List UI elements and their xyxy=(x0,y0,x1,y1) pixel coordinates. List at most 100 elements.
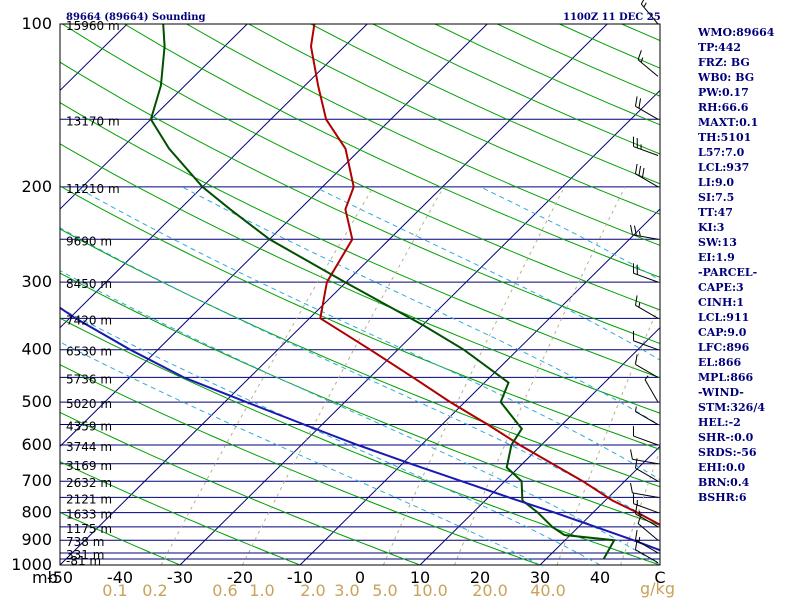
sounding-index-entry: FRZ: BG xyxy=(698,56,750,69)
mixing-ratio-line xyxy=(454,186,626,565)
moist-adiabat-line xyxy=(181,186,660,426)
height-label: 1633 m xyxy=(66,508,112,522)
height-label: 9690 m xyxy=(66,234,112,248)
mixing-ratio-tick-label: 2.0 xyxy=(300,581,325,600)
pressure-tick-label: 400 xyxy=(21,340,52,359)
pressure-tick-label: 200 xyxy=(21,177,52,196)
mixing-ratio-tick-label: 0.2 xyxy=(142,581,167,600)
height-label: 331 m xyxy=(66,548,104,562)
mixing-ratio-tick-label: 5.0 xyxy=(372,581,397,600)
pressure-tick-label: 1000 xyxy=(11,555,52,574)
height-label: 1175 m xyxy=(66,522,112,536)
temperature-tick-label: 10 xyxy=(410,568,430,587)
mixing-ratio-line xyxy=(382,186,565,565)
height-label: 3169 m xyxy=(66,459,112,473)
pressure-tick-label: 600 xyxy=(21,435,52,454)
height-label: 8450 m xyxy=(66,277,112,291)
moist-adiabat-line xyxy=(60,227,660,526)
parcel-profile xyxy=(60,306,660,552)
sounding-index-entry: -WIND- xyxy=(698,386,744,399)
wind-barb xyxy=(632,263,659,283)
isotherm-line xyxy=(60,24,488,448)
sounding-index-entry: MAXT:0.1 xyxy=(698,116,758,129)
height-label: 13170 m xyxy=(66,114,120,128)
wind-barb xyxy=(634,406,659,425)
height-label: 3744 m xyxy=(66,440,112,454)
wind-barb xyxy=(634,529,659,554)
height-label: -81 m xyxy=(66,554,101,568)
mixing-ratio-line xyxy=(242,186,445,565)
mixing-ratio-tick-label: 3.0 xyxy=(334,581,359,600)
sounding-index-entry: CAPE:3 xyxy=(698,281,744,294)
dry-adiabat-line xyxy=(60,272,660,526)
wind-barb xyxy=(630,224,659,240)
pressure-tick-label: 500 xyxy=(21,392,52,411)
sounding-index-entry: STM:326/4 xyxy=(698,401,765,414)
dry-adiabat-line xyxy=(60,511,181,565)
sounding-index-entry: RH:66.6 xyxy=(698,101,749,114)
moist-adiabat-line xyxy=(60,341,541,565)
dry-adiabat-line xyxy=(60,185,660,450)
wind-barb xyxy=(634,96,659,120)
sounding-index-entry: EHI:0.0 xyxy=(698,461,745,474)
temperature-tick-label: 40 xyxy=(590,568,610,587)
height-labels: 15960 m 13170 m 11210 m 9690 m 8450 m 7420 m 6… xyxy=(66,19,120,568)
sounding-index-entry: WB0: BG xyxy=(697,71,754,84)
height-label: 5020 m xyxy=(66,397,112,411)
height-label: 738 m xyxy=(66,535,104,549)
sounding-index-entry: LI:9.0 xyxy=(698,176,734,189)
dry-adiabat-line xyxy=(186,24,660,246)
wind-barb xyxy=(632,136,659,156)
isotherm-line xyxy=(60,24,368,329)
height-label: 2121 m xyxy=(66,492,112,506)
grid-lines xyxy=(60,24,660,565)
wind-barb xyxy=(637,513,659,541)
mixing-ratio-line xyxy=(160,186,374,565)
temperature-tick-label: 20 xyxy=(470,568,490,587)
pressure-tick-label: 300 xyxy=(21,272,52,291)
moist-adiabat-line xyxy=(60,270,660,565)
pressure-tick-label: 900 xyxy=(21,530,52,549)
sounding-index-entry: SI:7.5 xyxy=(698,191,734,204)
wind-barb xyxy=(634,539,659,564)
mixing-ratio-tick-label: 10.0 xyxy=(412,581,448,600)
sounding-index-entry: PW:0.17 xyxy=(698,86,749,99)
dry-adiabat-line xyxy=(60,102,660,379)
sounding-index-entry: -PARCEL- xyxy=(698,266,757,279)
height-label: 11210 m xyxy=(66,182,120,196)
temperature-tick-label: 30 xyxy=(530,568,550,587)
temperature-tick-label: -40 xyxy=(107,568,133,587)
temperature-tick-label: 0 xyxy=(355,568,365,587)
sounding-index-entry: EL:866 xyxy=(698,356,741,369)
sounding-index-entry: SW:13 xyxy=(698,236,737,249)
wind-barb xyxy=(630,482,659,498)
temperature-tick-label: C xyxy=(654,568,665,587)
mixing-ratio-tick-label: 40.0 xyxy=(530,581,566,600)
sounding-index-entry: CAP:9.0 xyxy=(698,326,747,339)
dry-adiabat-line xyxy=(60,228,660,488)
sounding-index-entry: HEL:-2 xyxy=(698,416,741,429)
wind-barb xyxy=(632,493,659,514)
temperature-tick-label: -30 xyxy=(167,568,193,587)
wind-barb xyxy=(637,50,659,77)
temperature-tick-label: -10 xyxy=(287,568,313,587)
wind-barb xyxy=(640,0,659,25)
sounding-indices: WMO:89664 TP:442 FRZ: BG WB0: BG PW:0.17 RH:6… xyxy=(697,26,775,504)
wind-barb xyxy=(634,163,659,188)
sounding-index-entry: LCL:937 xyxy=(698,161,749,174)
mixing-ratio-tick-label: 0.6 xyxy=(212,581,237,600)
sounding-index-entry: BSHR:6 xyxy=(698,491,747,504)
sounding-index-entry: LFC:896 xyxy=(698,341,750,354)
moist-adiabat-line xyxy=(60,307,601,565)
pressure-tick-label: 100 xyxy=(21,14,52,33)
moist-adiabat-line xyxy=(75,186,660,481)
wind-barbs xyxy=(630,0,659,564)
wind-barb xyxy=(644,375,659,403)
height-label: 6530 m xyxy=(66,345,112,359)
sounding-index-entry: SRDS:-56 xyxy=(698,446,757,459)
sounding-index-entry: TH:5101 xyxy=(698,131,751,144)
mixing-ratio-tick-label: 1.0 xyxy=(249,581,274,600)
sounding-index-entry: CINH:1 xyxy=(698,296,744,309)
dry-adiabat-line xyxy=(60,461,301,565)
